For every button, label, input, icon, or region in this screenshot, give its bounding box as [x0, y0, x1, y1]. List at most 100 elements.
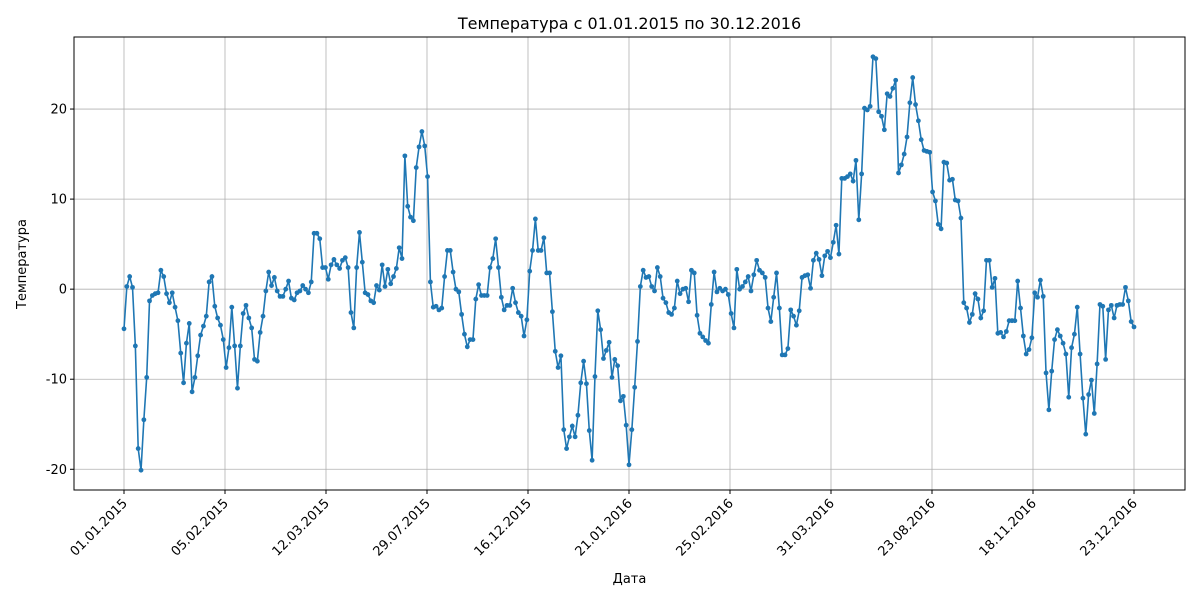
data-point	[873, 56, 879, 62]
data-point	[828, 255, 833, 261]
data-point	[243, 302, 249, 308]
data-point	[223, 365, 229, 370]
data-point	[907, 100, 913, 106]
data-point	[416, 144, 422, 150]
data-point	[567, 434, 572, 440]
data-point	[978, 315, 984, 321]
data-point	[1106, 307, 1111, 313]
data-point	[164, 291, 169, 297]
data-point	[1123, 284, 1128, 290]
data-point	[541, 235, 547, 241]
data-point	[147, 298, 152, 304]
data-point	[263, 288, 269, 294]
data-point	[603, 348, 609, 353]
data-point	[393, 266, 399, 271]
data-point	[1018, 305, 1023, 311]
data-point	[532, 216, 538, 222]
data-point	[728, 311, 734, 316]
data-point	[1026, 347, 1032, 352]
data-point	[822, 253, 828, 259]
data-point	[297, 288, 303, 294]
data-point	[1120, 302, 1126, 307]
data-point	[195, 353, 201, 359]
data-point	[169, 290, 175, 296]
data-point	[589, 457, 595, 463]
data-point	[785, 346, 791, 352]
data-point	[254, 358, 260, 364]
x-tick-label: 29.07.2015	[371, 496, 434, 559]
data-point	[1080, 395, 1086, 401]
data-point	[1125, 298, 1131, 304]
data-point	[325, 276, 331, 282]
data-point	[961, 300, 967, 306]
data-point	[654, 265, 660, 270]
data-point	[428, 279, 433, 285]
data-point	[950, 176, 955, 182]
data-point	[992, 275, 998, 281]
data-point	[893, 77, 899, 83]
data-point	[462, 331, 467, 337]
data-point	[218, 322, 223, 328]
data-point	[550, 309, 555, 315]
data-point	[291, 297, 297, 303]
data-point	[819, 273, 825, 279]
data-point	[989, 284, 995, 290]
data-point	[521, 333, 527, 339]
data-point	[816, 257, 822, 262]
data-point	[748, 288, 754, 294]
data-point	[635, 339, 640, 344]
data-point	[235, 385, 240, 391]
data-point	[742, 279, 748, 285]
data-point	[345, 265, 351, 270]
data-point	[657, 274, 663, 279]
data-point	[172, 304, 178, 310]
y-axis-label: Температура	[15, 219, 30, 310]
data-point	[249, 325, 255, 331]
data-point	[175, 318, 181, 324]
data-point	[226, 345, 232, 351]
data-point	[507, 302, 513, 308]
data-point	[555, 365, 561, 370]
series-points	[121, 54, 1137, 473]
data-point	[515, 310, 521, 315]
data-point	[470, 337, 476, 342]
x-tick-label: 18.11.2016	[977, 496, 1040, 559]
data-point	[237, 343, 243, 349]
data-point	[788, 307, 794, 313]
data-point	[1108, 302, 1114, 308]
data-point	[166, 300, 172, 306]
data-point	[762, 275, 768, 280]
data-point	[246, 315, 252, 321]
data-point	[201, 323, 206, 329]
x-tick-label: 31.03.2016	[775, 496, 838, 559]
data-point	[938, 226, 944, 232]
data-point	[240, 311, 246, 316]
data-point	[850, 178, 856, 184]
x-tick-label: 01.01.2015	[68, 496, 131, 559]
data-point	[371, 300, 377, 306]
data-point	[229, 304, 235, 310]
data-point	[215, 315, 221, 321]
data-point	[456, 289, 462, 295]
data-point	[1029, 335, 1035, 341]
data-point	[913, 102, 918, 107]
data-point	[759, 270, 765, 276]
y-tick-label: -20	[46, 463, 67, 478]
data-point	[132, 343, 138, 349]
data-point	[501, 307, 507, 313]
data-point	[711, 269, 717, 275]
data-point	[1037, 277, 1043, 283]
data-point	[124, 284, 130, 289]
data-point	[1046, 407, 1052, 413]
data-point	[1032, 290, 1038, 296]
data-point	[181, 380, 186, 386]
data-point	[776, 305, 782, 311]
data-point	[442, 274, 447, 279]
data-point	[1131, 324, 1137, 330]
data-point	[864, 107, 870, 113]
y-tick-label: -10	[46, 373, 67, 388]
data-point	[138, 467, 144, 473]
data-point	[853, 157, 859, 163]
plot-frame	[73, 36, 1186, 491]
data-point	[836, 251, 842, 257]
